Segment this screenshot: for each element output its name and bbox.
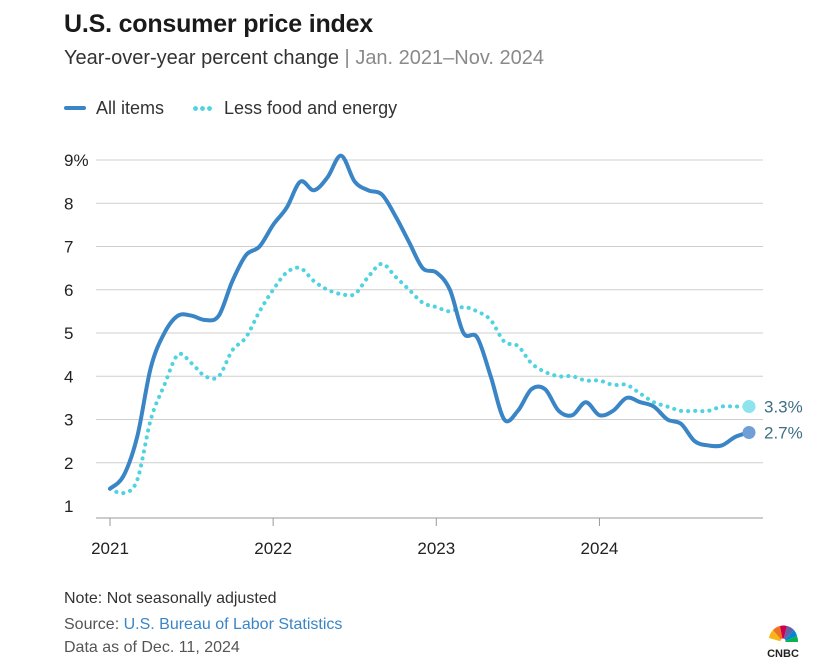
y-tick-label: 1 (64, 497, 73, 516)
chart-title: U.S. consumer price index (64, 10, 373, 38)
footer-as-of: Data as of Dec. 11, 2024 (64, 639, 240, 656)
series-line-core (108, 261, 751, 496)
legend-item-core: Less food and energy (192, 98, 397, 119)
y-tick-label: 4 (64, 367, 73, 386)
end-label-all-items: 2.7% (764, 423, 803, 442)
logo-wordmark: CNBC (767, 648, 799, 660)
y-tick-label: 5 (64, 324, 73, 343)
legend-label-core: Less food and energy (224, 97, 398, 118)
footer-source: Source: U.S. Bureau of Labor Statistics (64, 616, 342, 634)
x-tick-label: 2024 (581, 539, 619, 558)
subtitle-separator: | (344, 47, 350, 69)
footer-note: Note: Not seasonally adjusted (64, 590, 277, 607)
x-tick-label: 2023 (417, 539, 455, 558)
end-label-core: 3.3% (764, 398, 803, 417)
y-tick-label: 9% (64, 151, 89, 170)
legend-label-all-items: All items (96, 97, 165, 118)
legend-swatch-dotted (192, 105, 215, 111)
source-link[interactable]: U.S. Bureau of Labor Statistics (123, 616, 343, 633)
y-tick-label: 2 (64, 454, 73, 473)
y-tick-label: 8 (64, 194, 73, 213)
y-tick-label: 3 (64, 411, 73, 430)
y-tick-label: 7 (64, 238, 73, 257)
legend-swatch-solid (64, 106, 86, 110)
end-marker-core (742, 400, 756, 414)
source-prefix: Source: (64, 616, 124, 633)
cnbc-peacock-logo: CNBC (767, 625, 799, 660)
series-line-all-items (108, 153, 751, 491)
end-marker-all-items (742, 425, 756, 439)
legend-item-all-items: All items (64, 98, 164, 119)
chart-legend: All items Less food and energy (64, 96, 425, 120)
y-tick-label: 6 (64, 281, 73, 300)
chart-subtitle: Year-over-year percent change | Jan. 202… (64, 47, 544, 70)
cpi-line-chart: 9% 8 7 6 5 4 3 2 1 2021 2022 2023 2024 3.3% 2.7% (64, 151, 803, 558)
x-tick-label: 2021 (91, 539, 129, 558)
x-tick-label: 2022 (254, 539, 292, 558)
subtitle-main: Year-over-year percent change (64, 47, 339, 69)
subtitle-range: Jan. 2021–Nov. 2024 (355, 47, 544, 69)
